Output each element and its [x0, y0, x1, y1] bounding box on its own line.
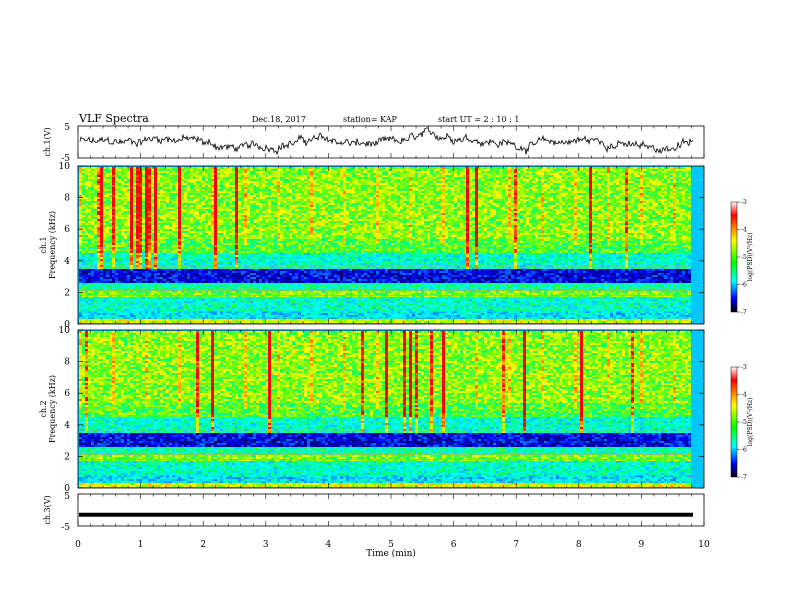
ch2-spectrogram-image: [79, 331, 692, 487]
ch2-colorbar: -3-4-5-6-7 log(PSD)(V²/Hz): [731, 364, 754, 481]
frequency-tick-label: 8: [64, 358, 70, 368]
colorbar-tick-label: -3: [741, 199, 747, 206]
frequency-tick-label: 2: [64, 288, 70, 298]
ch1-waveform-ylabel: ch.1(V): [43, 127, 52, 156]
time-axis-tick-label: 4: [326, 540, 332, 550]
frequency-tick-label: 10: [59, 326, 71, 336]
vlf-spectra-figure: VLF Spectra Dec.18, 2017 station= KAP st…: [0, 0, 792, 612]
time-axis-tick-label: 6: [451, 540, 457, 550]
frequency-tick-label: 10: [59, 162, 71, 172]
ch1-colorbar: -3-4-5-6-7 log(PSD)(V²/Hz): [731, 199, 754, 316]
frequency-tick-label: 2: [64, 452, 70, 462]
time-axis-tick-label: 8: [576, 540, 582, 550]
time-axis-label: Time (min): [366, 548, 416, 559]
ch2-colorbar-label: log(PSD)(V²/Hz): [747, 398, 754, 447]
ch1-spectrogram-ylabel: ch.1Frequency (kHz): [39, 211, 57, 279]
time-axis-tick-label: 7: [513, 540, 519, 550]
station-label: station= KAP: [343, 115, 398, 124]
figure-title: VLF Spectra: [78, 112, 149, 125]
frequency-tick-label: 4: [64, 257, 70, 267]
time-axis-tick-label: 1: [138, 540, 144, 550]
frequency-tick-label: 4: [64, 421, 70, 431]
frequency-tick-label: 6: [64, 389, 70, 399]
colorbar-tick-label: -4: [741, 227, 747, 234]
ch3-waveform-panel: 5 -5 ch.3(V) 0 1 2 3 4 5 6 7 8 9 10 Time (min): [43, 492, 710, 559]
ch2-spectrogram-ylabel: ch.2Frequency (kHz): [39, 375, 57, 443]
colorbar-tick-label: -6: [741, 282, 747, 289]
date-label: Dec.18, 2017: [252, 115, 306, 124]
colorbar-tick-label: -3: [741, 364, 747, 371]
time-axis-tick-label: 10: [698, 540, 710, 550]
start-time-label: start UT = 2 : 10 : 1: [438, 115, 519, 124]
frequency-tick-label: 6: [64, 225, 70, 235]
time-axis-tick-label: 2: [200, 540, 206, 550]
ch1-ytick-top: 5: [64, 123, 70, 133]
ch3-ytick-bottom: -5: [61, 523, 70, 533]
colorbar-tick-label: -4: [741, 392, 747, 399]
ch3-waveform-ylabel: ch.3(V): [43, 495, 52, 524]
ch1-waveform-line: [80, 128, 693, 155]
ch3-ytick-top: 5: [64, 492, 70, 502]
ch1-waveform-panel: 5 -5 ch.1(V): [43, 123, 704, 164]
ch1-colorbar-label: log(PSD)(V²/Hz): [747, 233, 754, 282]
time-axis-tick-label: 3: [263, 540, 269, 550]
ch1-spectrogram-image: [79, 167, 692, 323]
time-axis-tick-label: 0: [75, 540, 81, 550]
colorbar-tick-label: -6: [741, 447, 747, 454]
frequency-tick-label: 8: [64, 194, 70, 204]
colorbar-tick-label: -7: [741, 309, 747, 316]
colorbar-tick-label: -7: [741, 474, 747, 481]
time-axis-tick-label: 9: [639, 540, 645, 550]
